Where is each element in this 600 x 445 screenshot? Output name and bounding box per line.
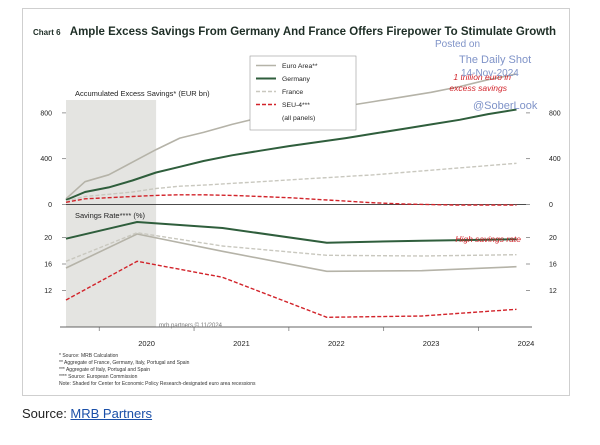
bottom-ytick-right-16: 16 (549, 262, 557, 269)
xtick-2023: 2023 (423, 339, 440, 348)
watermark-posted: Posted on (435, 39, 481, 50)
recession-band (66, 100, 157, 327)
bottom-series-euro-area (65, 233, 517, 273)
top-ytick-left-800: 800 (40, 110, 52, 117)
legend-entry-euro-area: Euro Area** (282, 63, 318, 70)
bottom-series-germany (65, 221, 517, 244)
chart-title: Ample Excess Savings From Germany And Fr… (69, 26, 557, 38)
chart-number: Chart 6 (33, 28, 61, 37)
footnote-1: * Source: MRB Calculation (59, 353, 119, 359)
annotation-excess-savings-line2: excess savings (449, 83, 507, 93)
legend-entry-all-panels: (all panels) (282, 115, 315, 122)
top-ytick-right-800: 800 (549, 110, 561, 117)
top-ytick-right-0: 0 (549, 202, 553, 209)
legend-entry-france: France (282, 89, 303, 96)
source-link[interactable]: MRB Partners (70, 406, 153, 421)
source-line: Source: MRB Partners (22, 406, 152, 421)
top-ytick-left-0: 0 (48, 202, 52, 209)
annotation-high-savings-rate: High savings rate (455, 234, 521, 244)
source-label: Source: (22, 406, 71, 421)
annotation-excess-savings-line1: 1 trillion euro in (453, 72, 511, 82)
legend: Euro Area** Germany France SEU-4*** (all pan… (249, 55, 357, 131)
watermark-brand: The Daily Shot (459, 54, 532, 66)
labels-group: Accumulated Excess Savings* (EUR bn) Sav… (75, 72, 521, 329)
bottom-panel-title: Savings Rate**** (%) (75, 211, 146, 220)
legend-entry-seu-4: SEU-4*** (282, 102, 310, 109)
mrb-credit: mrb partners © 11/2024 (159, 322, 223, 329)
top-series-seu-4 (65, 194, 517, 206)
bottom-ytick-left-20: 20 (44, 235, 52, 242)
legend-entry-germany: Germany (282, 76, 311, 83)
chart-card: Chart 6 Ample Excess Savings From German… (22, 8, 570, 396)
bottom-ytick-right-20: 20 (549, 235, 557, 242)
top-panel-title: Accumulated Excess Savings* (EUR bn) (75, 89, 210, 98)
bottom-ytick-left-16: 16 (44, 262, 52, 269)
recession-band-group (66, 100, 157, 327)
watermark-handle: @SoberLook (473, 100, 538, 112)
xtick-2024: 2024 (518, 339, 535, 348)
bottom-series-france (65, 231, 517, 262)
footnote-4: **** Source: European Commission (59, 374, 138, 380)
chart-title-row: Chart 6 Ample Excess Savings From German… (33, 26, 556, 38)
watermark-date: 14-Nov-2024 (461, 68, 519, 79)
bottom-ytick-left-12: 12 (44, 288, 52, 295)
legend-box (249, 55, 357, 131)
footnote-3: *** Aggregate of Italy, Portugal and Spa… (59, 367, 151, 373)
bottom-ytick-right-12: 12 (549, 288, 557, 295)
footnote-5: Note: Shaded for Center for Economic Pol… (59, 381, 256, 387)
top-series-germany (65, 108, 517, 201)
bottom-series-seu-4 (65, 260, 517, 318)
top-ytick-left-400: 400 (40, 156, 52, 163)
footnote-2: ** Aggregate of France, Germany, Italy, … (59, 360, 190, 366)
xtick-2020: 2020 (138, 339, 155, 348)
top-ytick-right-400: 400 (549, 156, 561, 163)
xtick-2021: 2021 (233, 339, 250, 348)
top-series-france (65, 162, 517, 202)
xtick-2022: 2022 (328, 339, 345, 348)
